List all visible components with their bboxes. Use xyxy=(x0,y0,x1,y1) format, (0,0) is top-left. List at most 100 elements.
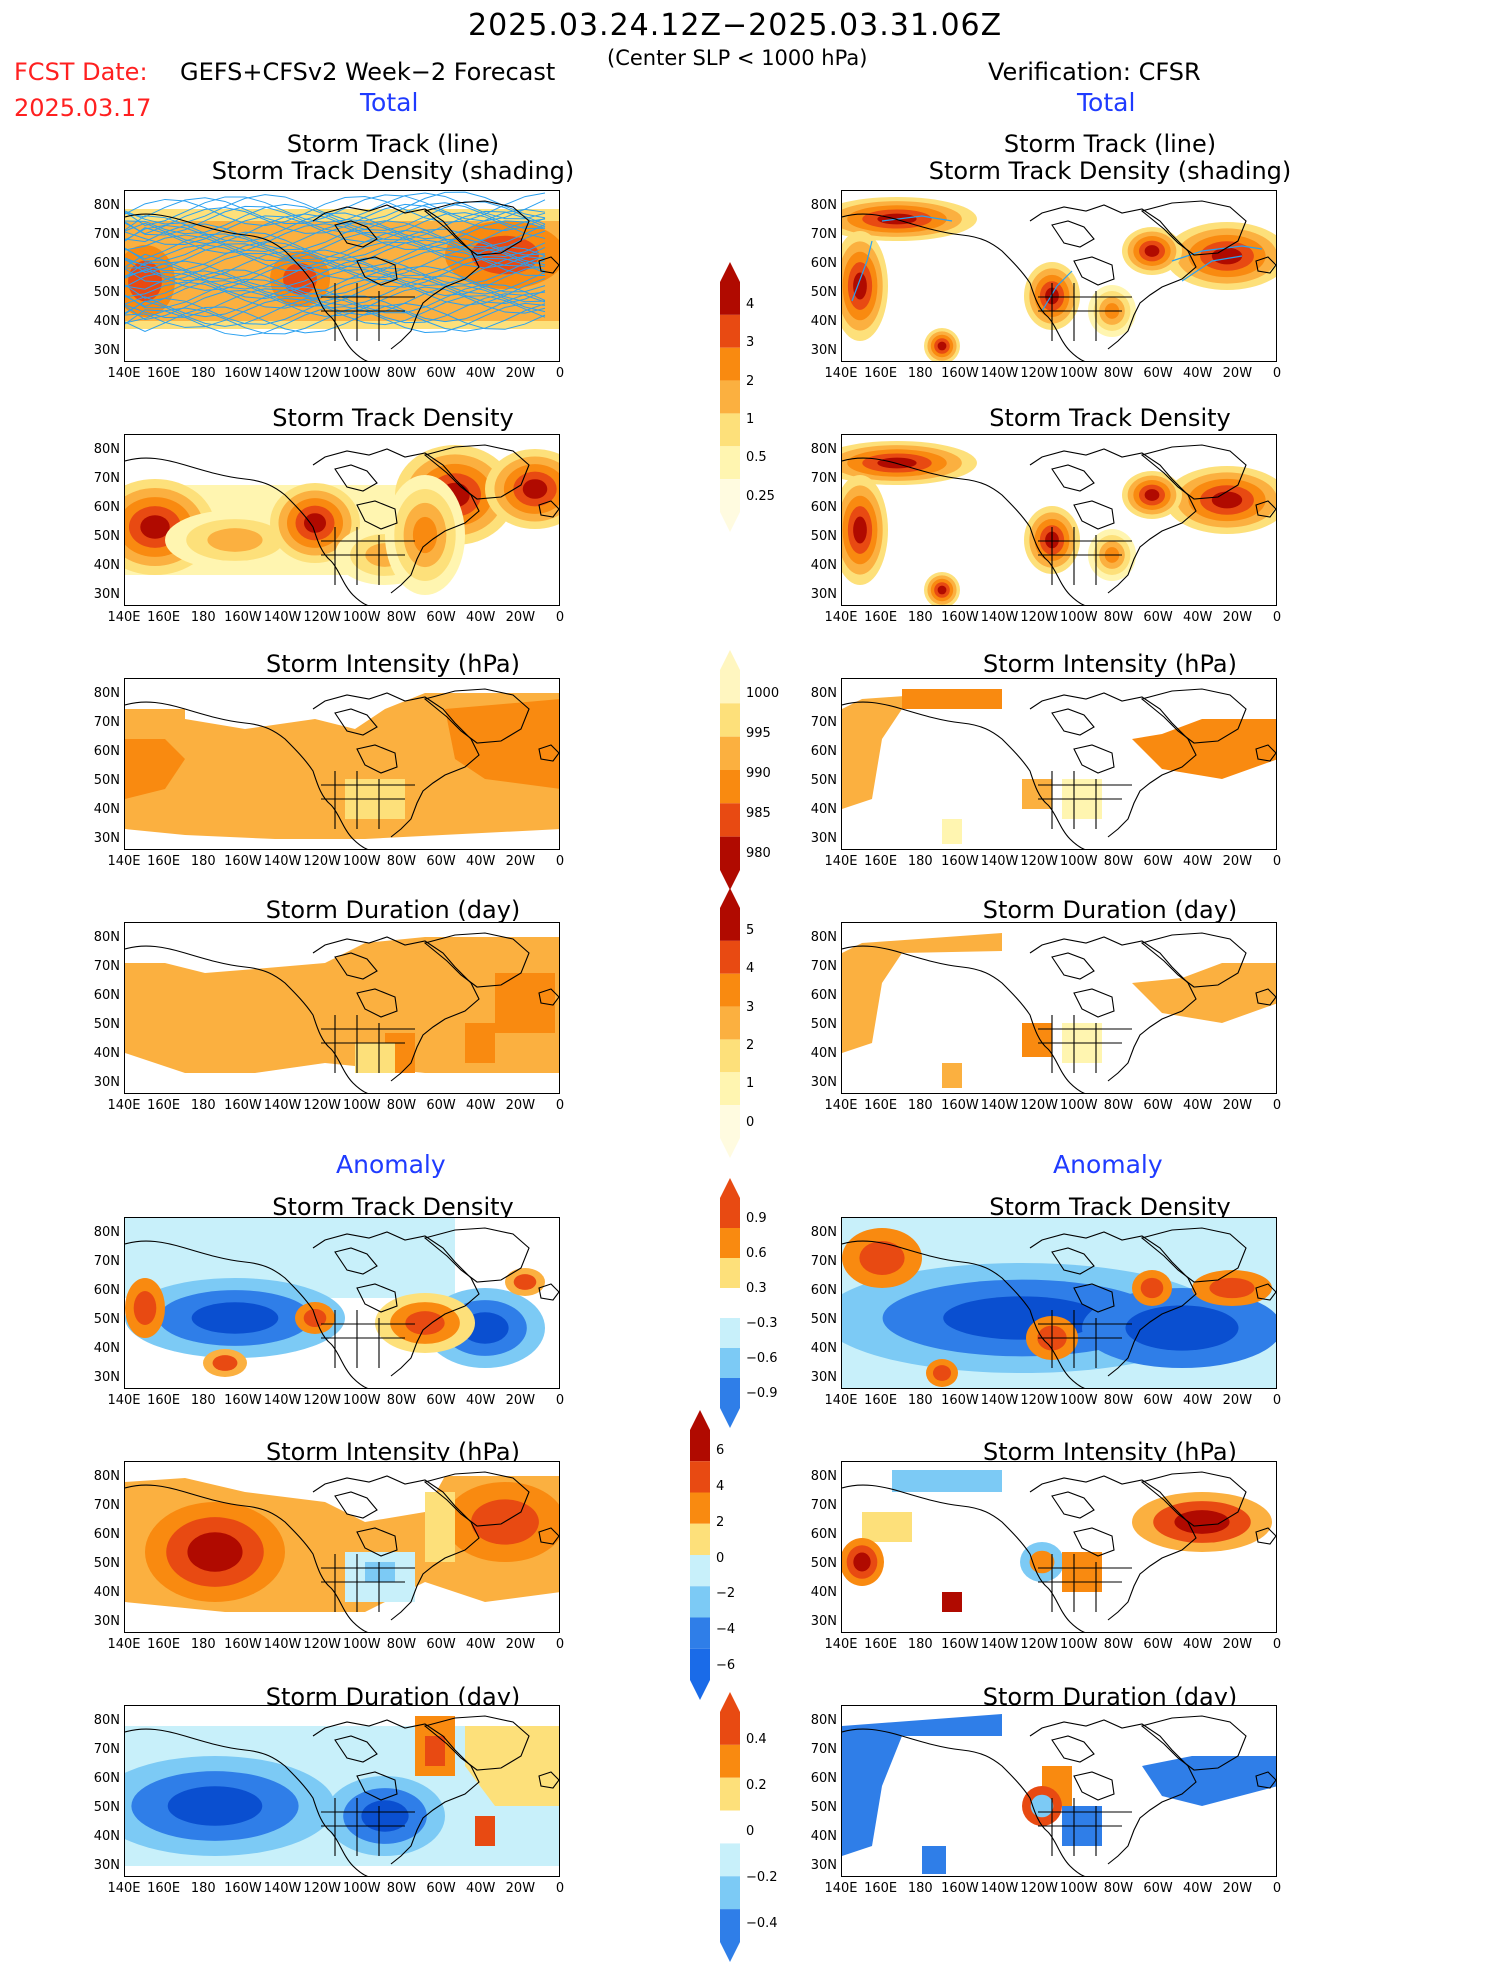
model-label: GEFS+CFSv2 Week−2 Forecast xyxy=(180,58,556,86)
title-track-line-left: Storm Track (line) xyxy=(286,130,500,158)
panel-duration-right: 80N 70N 60N 50N 40N 30N 140E 160E 180 160W 140W 120… xyxy=(787,922,1327,1122)
lat-label: 40N xyxy=(810,1585,837,1600)
lat-label: 60N xyxy=(93,1771,120,1786)
lat-label: 40N xyxy=(93,558,120,573)
lat-label: 50N xyxy=(810,1312,837,1327)
lon-label: 100W xyxy=(342,610,381,625)
lon-label: 180 xyxy=(190,1881,216,1896)
lon-label: 60W xyxy=(426,1881,456,1896)
lon-label: 160W xyxy=(224,1637,262,1652)
lon-label: 80W xyxy=(1103,1881,1134,1896)
lon-label: 40W xyxy=(466,1098,496,1113)
colorbar-duration-anom: 0.4 0.2 0 −0.2 −0.4 xyxy=(718,1692,778,1966)
title-duration-left: Storm Duration (day) xyxy=(265,896,521,924)
lon-label: 0 xyxy=(555,610,565,625)
panel-intensity-right: 80N 70N 60N 50N 40N 30N 140E 160E 180 160W 140W 120… xyxy=(787,678,1327,878)
lon-label: 120W xyxy=(1020,1881,1059,1896)
lat-label: 80N xyxy=(810,1713,837,1728)
lon-label: 160W xyxy=(224,1881,262,1896)
lon-label: 0 xyxy=(555,366,565,381)
lat-label: 40N xyxy=(810,802,837,817)
lon-label: 60W xyxy=(426,1393,456,1408)
lon-label: 160E xyxy=(864,1637,898,1652)
lon-label: 0 xyxy=(555,854,565,869)
lat-label: 30N xyxy=(93,587,120,602)
lon-label: 160W xyxy=(941,610,979,625)
lon-label: 40W xyxy=(1183,1881,1213,1896)
lat-label: 60N xyxy=(93,256,120,271)
lon-label: 20W xyxy=(505,366,536,381)
lon-label: 120W xyxy=(303,610,342,625)
lon-label: 160E xyxy=(864,1881,898,1896)
colorbar-tick-label: 1 xyxy=(746,1076,755,1092)
lat-label: 70N xyxy=(93,227,120,242)
lat-label: 50N xyxy=(93,1556,120,1571)
lat-label: 50N xyxy=(93,285,120,300)
lon-label: 140E xyxy=(824,610,858,625)
lon-label: 180 xyxy=(190,366,216,381)
lon-label: 20W xyxy=(505,1393,536,1408)
title-density-anom-right: Storm Track Density xyxy=(989,1193,1231,1221)
lon-label: 60W xyxy=(426,1637,456,1652)
lat-label: 30N xyxy=(93,343,120,358)
lon-label: 160W xyxy=(941,1881,979,1896)
lon-label: 160W xyxy=(941,854,979,869)
lon-label: 160E xyxy=(147,1393,181,1408)
lon-label: 100W xyxy=(342,1098,381,1113)
title-density-left: Storm Track Density xyxy=(272,404,514,432)
colorbar-tick-label: 3 xyxy=(746,999,755,1015)
colorbar-tick-label: 3 xyxy=(746,335,755,351)
lon-label: 180 xyxy=(907,1881,933,1896)
lon-label: 120W xyxy=(303,1393,342,1408)
lon-label: 160W xyxy=(224,1098,262,1113)
lon-label: 160E xyxy=(147,1098,181,1113)
lon-label: 160W xyxy=(941,1393,979,1408)
lat-label: 60N xyxy=(93,744,120,759)
lat-label: 70N xyxy=(93,959,120,974)
lon-label: 80W xyxy=(386,1881,417,1896)
lon-label: 140E xyxy=(824,1637,858,1652)
lon-label: 140W xyxy=(263,366,302,381)
panel-duration-left-plot xyxy=(125,932,559,1093)
lat-label: 80N xyxy=(810,930,837,945)
lat-label: 50N xyxy=(810,529,837,544)
lon-label: 140E xyxy=(824,366,858,381)
panel-duration-anom-left: 80N 70N 60N 50N 40N 30N 140E 160E 180 160W 140W 120… xyxy=(70,1705,610,1905)
lon-label: 140E xyxy=(107,1637,141,1652)
lat-label: 60N xyxy=(93,988,120,1003)
panel-intensity-anom-left: 80N 70N 60N 50N 40N 30N 140E 160E 180 160W 140W 120… xyxy=(70,1461,610,1661)
lon-label: 160W xyxy=(224,366,262,381)
lat-label: 50N xyxy=(810,773,837,788)
lon-label: 180 xyxy=(907,1098,933,1113)
section-anomaly-left: Anomaly xyxy=(336,1150,446,1179)
colorbar-tick-label: −2 xyxy=(716,1586,736,1602)
lon-label: 20W xyxy=(505,1881,536,1896)
panel-density-right-map xyxy=(841,434,1277,606)
lon-label: 120W xyxy=(303,1881,342,1896)
lon-label: 120W xyxy=(1020,1637,1059,1652)
lon-label: 120W xyxy=(303,1098,342,1113)
lat-label: 40N xyxy=(810,1829,837,1844)
lat-label: 30N xyxy=(810,1370,837,1385)
title-track-shading-left: Storm Track Density (shading) xyxy=(211,157,575,185)
title-track-shading-right: Storm Track Density (shading) xyxy=(928,157,1292,185)
lon-label: 100W xyxy=(1059,610,1098,625)
lon-label: 20W xyxy=(1222,610,1253,625)
lon-label: 140W xyxy=(263,1098,302,1113)
colorbar-tick-label: 0 xyxy=(746,1823,755,1839)
lat-label: 40N xyxy=(810,558,837,573)
lat-label: 30N xyxy=(93,831,120,846)
lon-label: 160W xyxy=(224,610,262,625)
title-duration-right: Storm Duration (day) xyxy=(982,896,1238,924)
lon-label: 140E xyxy=(107,610,141,625)
lat-label: 50N xyxy=(93,1312,120,1327)
lon-label: 80W xyxy=(1103,1393,1134,1408)
lat-label: 80N xyxy=(93,198,120,213)
lon-label: 60W xyxy=(1143,854,1173,869)
colorbar-duration: 5 4 3 2 1 0 xyxy=(718,888,754,1162)
colorbar-tick-label: 0 xyxy=(746,1114,755,1130)
lon-label: 40W xyxy=(466,1393,496,1408)
lon-label: 180 xyxy=(190,1098,216,1113)
lon-label: 60W xyxy=(1143,1637,1173,1652)
lon-label: 140W xyxy=(980,1881,1019,1896)
